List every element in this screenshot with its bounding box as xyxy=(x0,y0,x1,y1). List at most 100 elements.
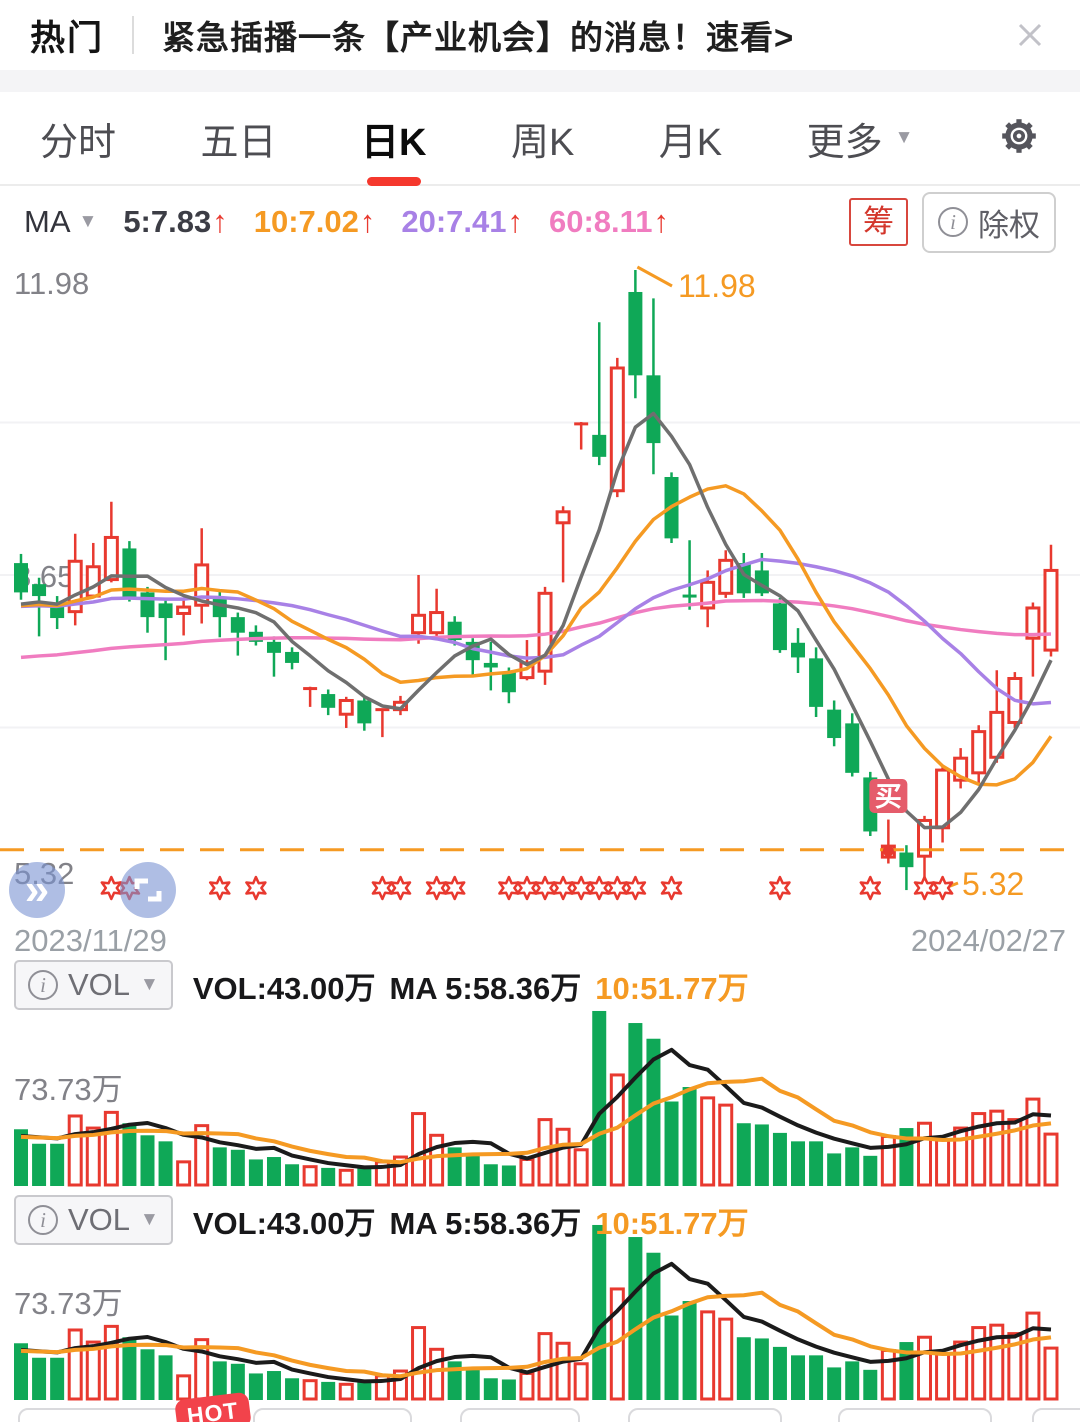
price-ma10-line xyxy=(20,484,1053,787)
volume-bar xyxy=(50,1357,65,1400)
volume-bar xyxy=(465,1155,480,1186)
tab-周K[interactable]: 周K xyxy=(510,121,575,164)
toolbar-button[interactable] xyxy=(1032,1408,1080,1422)
tab-分时[interactable]: 分时 xyxy=(40,121,117,164)
volume-bar xyxy=(285,1164,300,1186)
volume-chart-1[interactable]: 73.73万 xyxy=(0,1005,1080,1190)
promo-headline[interactable]: 紧急插播一条【产业机会】的消息！速看> xyxy=(162,19,795,56)
signal-star-icon xyxy=(931,875,954,901)
candle xyxy=(880,819,896,864)
toolbar-button[interactable] xyxy=(253,1408,412,1422)
candle xyxy=(971,725,987,785)
toolbar-button[interactable] xyxy=(628,1408,782,1422)
ma-value: 20:7.41 ↑ xyxy=(401,204,524,239)
volume-vma5-line xyxy=(20,1261,1052,1384)
volume-bar xyxy=(736,1123,751,1186)
toolbar-button[interactable] xyxy=(460,1408,580,1422)
candle xyxy=(646,298,661,475)
candle xyxy=(791,628,806,674)
tab-月K[interactable]: 月K xyxy=(658,121,723,164)
vol-current: VOL:43.00万 xyxy=(192,970,376,1006)
volume-bar xyxy=(555,1127,571,1187)
volume-bar xyxy=(357,1167,372,1186)
toolbar-button[interactable] xyxy=(838,1408,992,1422)
volume-bar xyxy=(772,1346,787,1400)
volume-bar xyxy=(646,1038,661,1186)
fullscreen-button[interactable] xyxy=(120,862,176,918)
signal-star-icon xyxy=(534,875,556,901)
exright-button[interactable]: i 除权 xyxy=(922,191,1056,253)
tab-五日[interactable]: 五日 xyxy=(200,121,277,164)
volume-header-2: i VOL ▼ VOL:43.00万 MA 5:58.36万 10:51.77万 xyxy=(0,1195,1080,1245)
candle xyxy=(248,625,263,646)
volume-bar xyxy=(989,1109,1005,1187)
volume-vma10-line xyxy=(20,1290,1052,1379)
volume-bar xyxy=(212,1361,227,1400)
ma-indicator-row: MA ▼ 5:7.83 ↑ 10:7.02 ↑ 20:7.41 ↑ 60:8.11 ↑ 筹 i… xyxy=(0,190,1080,254)
volume-bar xyxy=(664,1315,679,1400)
up-arrow-icon: ↑ xyxy=(507,204,524,239)
vol-values: VOL:43.00万 MA 5:58.36万 10:51.77万 xyxy=(193,1198,749,1243)
close-icon[interactable] xyxy=(1010,15,1050,55)
vol-selector[interactable]: i VOL ▼ xyxy=(14,960,173,1010)
price-ma20-line xyxy=(20,557,1052,706)
candle xyxy=(682,540,697,610)
volume-bar xyxy=(411,1326,427,1401)
candle xyxy=(628,270,643,399)
buy-signal-badge xyxy=(869,779,908,813)
ma-label: MA xyxy=(24,204,71,239)
signal-star-icon xyxy=(425,875,448,901)
volume-bar xyxy=(754,1124,769,1186)
tab-日K[interactable]: 日K xyxy=(361,111,426,166)
chevron-down-icon: ▼ xyxy=(140,1209,159,1230)
expand-button[interactable] xyxy=(9,862,65,918)
vol-label: VOL xyxy=(68,967,131,1002)
volume-bar xyxy=(194,1124,210,1187)
candle xyxy=(411,575,427,644)
vol-ma10: 10:51.77万 xyxy=(595,970,749,1006)
volume-bar xyxy=(791,1141,806,1186)
volume-bar xyxy=(285,1378,300,1400)
volume-bar xyxy=(1025,1097,1041,1187)
vol-selector[interactable]: i VOL ▼ xyxy=(14,1195,173,1245)
candle xyxy=(718,550,734,598)
volume-bar xyxy=(628,1237,643,1400)
volume-bar xyxy=(880,1349,896,1401)
ma-selector[interactable]: MA ▼ xyxy=(24,204,97,240)
signal-star-icon xyxy=(516,875,538,901)
high-annotation: 11.98 xyxy=(678,268,756,304)
candle xyxy=(103,501,119,583)
volume-bar xyxy=(140,1135,155,1186)
signal-star-icon xyxy=(913,875,936,901)
info-icon: i xyxy=(938,207,968,237)
volume-bar xyxy=(302,1165,318,1187)
volume-bar xyxy=(14,1129,28,1186)
volume-bar xyxy=(1007,1118,1023,1187)
vol-current: VOL:43.00万 xyxy=(192,1205,376,1241)
volume-bar xyxy=(628,1023,643,1186)
volume-bar xyxy=(501,1379,516,1400)
volume-chart-2[interactable]: 73.73万 xyxy=(0,1190,1080,1422)
candle xyxy=(953,748,969,789)
volume-bar xyxy=(971,1326,987,1401)
signal-star-icon xyxy=(660,875,683,901)
tab-more[interactable]: 更多 ▼ xyxy=(807,111,914,166)
ma-values: 5:7.83 ↑ 10:7.02 ↑ 20:7.41 ↑ 60:8.11 ↑ xyxy=(123,204,669,240)
chips-button[interactable]: 筹 xyxy=(849,197,908,247)
volume-bar xyxy=(592,1224,607,1400)
volume-bar xyxy=(573,1362,589,1401)
volume-bar xyxy=(176,1374,192,1401)
promo-banner[interactable]: 热门 紧急插播一条【产业机会】的消息！速看> xyxy=(0,0,1080,70)
volume-bar xyxy=(863,1369,878,1400)
chevron-down-icon: ▼ xyxy=(140,974,159,995)
volume-bar xyxy=(935,1138,951,1187)
candle xyxy=(303,686,318,707)
signal-star-icon xyxy=(389,875,412,901)
volume-bar xyxy=(809,1141,824,1186)
divider xyxy=(132,16,135,54)
signal-star-icon xyxy=(208,875,231,901)
settings-gear-icon[interactable] xyxy=(998,115,1040,162)
candle xyxy=(230,612,245,656)
volume-bar xyxy=(85,1340,101,1401)
kline-chart[interactable]: 11.988.655.3211.985.32买»2023/11/292024/0… xyxy=(0,255,1080,960)
